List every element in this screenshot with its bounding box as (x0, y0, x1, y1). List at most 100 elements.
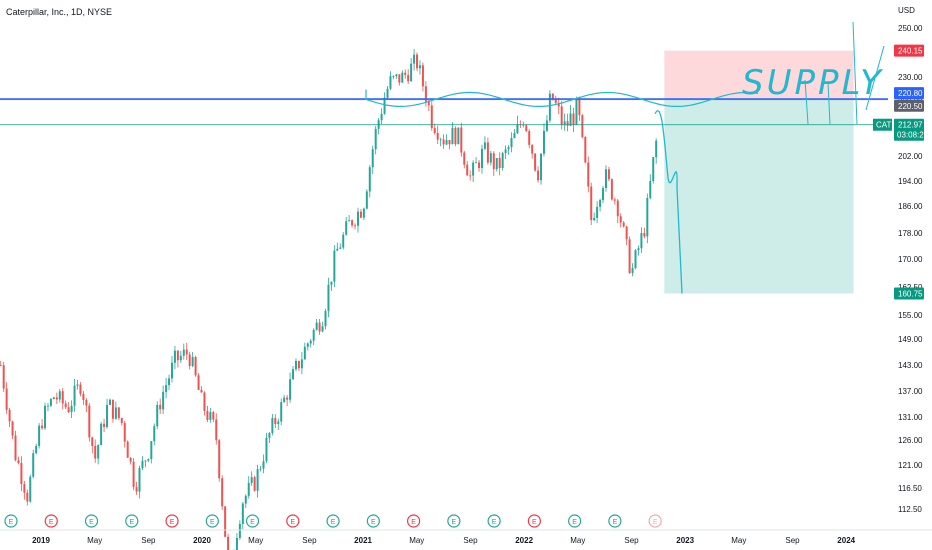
candles (0, 48, 658, 550)
earnings-letter: E (492, 519, 497, 526)
earnings-letter: E (129, 519, 134, 526)
y-tick-label: 137.00 (898, 387, 923, 396)
earnings-circle (245, 514, 260, 528)
candle-body (20, 463, 23, 485)
candle-body (540, 153, 543, 181)
candle-body (445, 140, 448, 145)
candle-body (330, 281, 333, 285)
candle-body (457, 127, 460, 145)
earnings-marker: E (608, 514, 622, 528)
candle-body (55, 397, 58, 400)
candle-body (11, 421, 14, 436)
supply-stroke (804, 79, 809, 125)
candle-body (194, 357, 197, 376)
candle-body (466, 164, 469, 176)
candle-body (448, 140, 451, 145)
candle-body (88, 405, 91, 438)
candle-body (76, 384, 79, 386)
candle-body (628, 239, 631, 273)
earnings-letter: E (290, 519, 295, 526)
candle-body (5, 388, 8, 410)
candle-body (593, 217, 596, 221)
candle-body (147, 459, 150, 461)
earnings-marker: E (125, 514, 139, 528)
candle-body (221, 478, 224, 507)
candle-body (17, 460, 20, 464)
candle-body (442, 139, 445, 145)
candle-body (475, 162, 478, 164)
candle-body (61, 391, 64, 404)
candle-body (241, 503, 244, 525)
supply-stroke (865, 45, 885, 111)
candle-body (280, 402, 283, 422)
earnings-marker: E (447, 514, 461, 528)
candle-body (203, 392, 206, 411)
x-tick-label: May (731, 536, 746, 545)
candle-body (120, 418, 123, 424)
candle-body (259, 468, 262, 470)
candle-body (176, 350, 179, 361)
y-tick-label: 194.00 (898, 177, 923, 186)
x-tick-label: Sep (141, 536, 156, 545)
candle-body (604, 169, 607, 189)
candle-body (200, 389, 203, 393)
stop-price-tag (894, 44, 924, 57)
candle-body (14, 435, 17, 461)
candle-body (79, 384, 82, 394)
x-tick-label: 2020 (193, 536, 211, 545)
time-axis[interactable]: 2019 May Sep 2020 May Sep 2021 May Sep 2022 May Sep… (0, 514, 932, 545)
candle-body (652, 157, 655, 182)
candle-body (0, 365, 2, 366)
candle-body (49, 398, 52, 406)
earnings-marker: E (366, 514, 380, 528)
earnings-letter: E (89, 519, 94, 526)
candle-body (224, 506, 227, 537)
earnings-marker: E (286, 514, 300, 528)
candle-body (32, 453, 35, 477)
candle-body (392, 76, 395, 77)
earnings-marker: E (245, 514, 260, 528)
candle-body (356, 211, 359, 226)
currency-label: USD (898, 6, 915, 15)
candle-body (557, 102, 560, 107)
candle-body (218, 440, 221, 479)
candle-body (383, 97, 386, 114)
candle-body (2, 365, 5, 389)
candle-body (584, 137, 587, 163)
candle-body (649, 181, 652, 199)
candle-body (537, 170, 540, 181)
earnings-circle (447, 514, 461, 528)
candle-body (560, 106, 563, 125)
candle-body (516, 124, 519, 134)
candle-body (528, 131, 531, 145)
y-tick-label: 149.00 (898, 335, 923, 344)
candle-body (504, 149, 507, 154)
candle-body (212, 412, 215, 420)
candle-body (495, 157, 498, 170)
candle-body (424, 86, 427, 102)
candle-body (407, 74, 410, 82)
candle-body (575, 98, 578, 125)
candle-body (569, 113, 572, 126)
candle-body (631, 268, 634, 273)
chart-title: Caterpillar, Inc., 1D, NYSE (6, 7, 112, 17)
candle-body (235, 537, 238, 550)
target-price-tag (894, 287, 924, 300)
candle-body (333, 250, 336, 282)
price-axis[interactable]: 112.50 116.50 121.00 126.00 131.00 137.00 143.… (873, 24, 929, 514)
y-tick-label: 186.00 (898, 202, 923, 211)
candle-body (41, 425, 44, 429)
candle-body (318, 322, 321, 332)
earnings-circle (205, 514, 219, 528)
drawing-overlay: SUPPLY (365, 21, 885, 294)
candle-body (44, 405, 47, 429)
candle-body (498, 157, 501, 169)
candle-body (300, 359, 303, 369)
plot-area[interactable] (0, 48, 888, 550)
y-tick-label: 250.00 (898, 24, 923, 33)
candle-body (486, 142, 489, 163)
candle-body (430, 105, 433, 129)
candle-body (339, 247, 342, 249)
x-tick-label: 2019 (32, 536, 50, 545)
